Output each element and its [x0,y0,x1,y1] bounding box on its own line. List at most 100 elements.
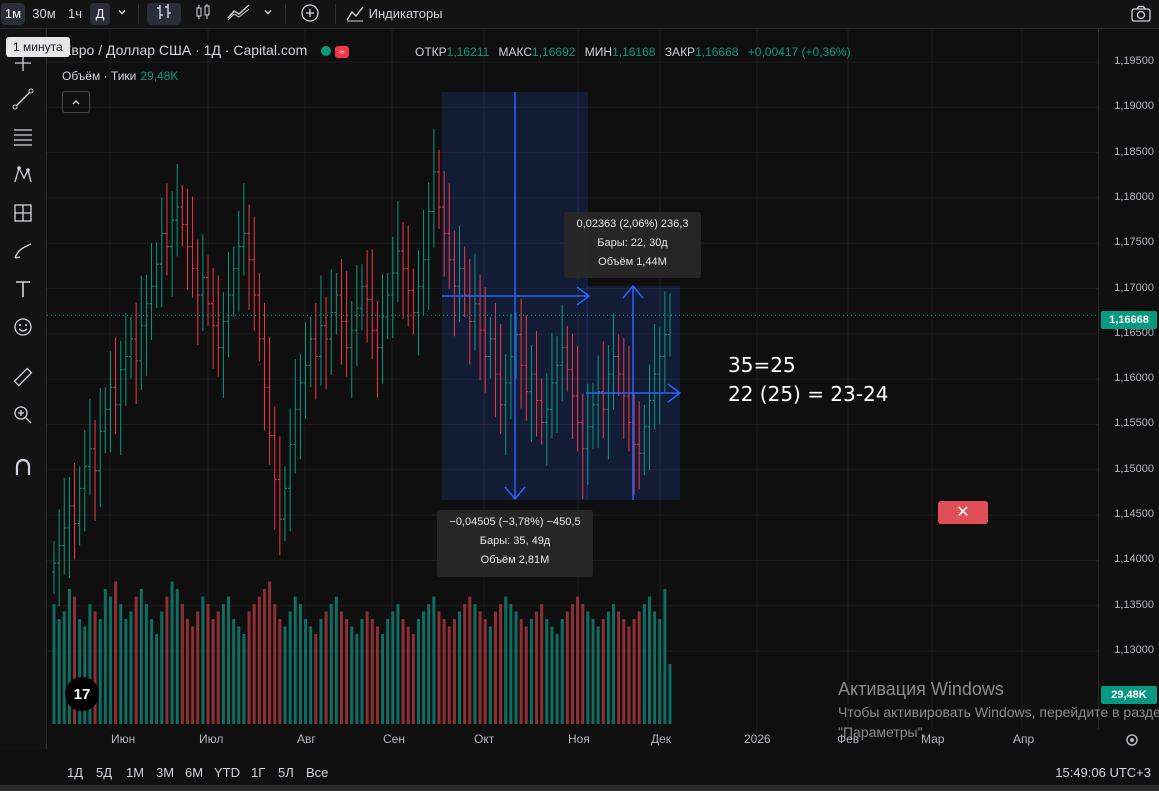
volume-bar [514,611,518,724]
range-6m[interactable]: 6М [185,765,204,780]
screenshot-button[interactable] [1130,4,1152,27]
volume-bar [468,596,472,724]
price-axis[interactable]: 1,19500 1,19000 1,18500 1,18000 1,17500 1,170… [1098,29,1159,729]
chart-settings-button[interactable] [1124,732,1140,751]
volume-bar [324,611,328,724]
candles-button[interactable] [191,3,215,25]
magnet-icon [15,458,31,475]
range-3m[interactable]: 3М [156,765,175,780]
chevron-down-icon [118,10,126,15]
area-chart-button[interactable] [225,3,253,25]
measure-up-bars: Бары: 22, 30д [597,237,668,249]
volume-bar [642,604,646,724]
volume-bar [375,626,379,724]
volume-bar [237,626,241,724]
volume-bar [124,619,128,724]
plus-circle-icon [301,4,319,22]
crosshair-tool[interactable] [9,49,37,77]
volume-bar [545,619,549,724]
range-1m[interactable]: 1М [126,765,145,780]
price-label: 1,14000 [1114,553,1154,566]
range-1y[interactable]: 1Г [251,765,266,780]
watermark-subtitle: Чтобы активировать Windows, перейдите в … [838,704,1159,720]
interval-dropdown-button[interactable] [113,3,131,25]
volume-bar [560,619,564,724]
compare-add-button[interactable] [296,3,324,25]
volume-bar [108,596,112,724]
close-value: 1,16668 [695,45,739,59]
interval-1h-button[interactable]: 1ч [67,6,82,21]
measure-down-volume: Объём 2,81M [480,554,550,566]
trend-line-icon [12,88,34,110]
indicators-icon [346,6,364,22]
volume-bar [596,626,600,724]
drawing-toolbar [0,29,47,749]
volume-bar [247,611,251,724]
time-label: Ноя [568,732,590,746]
change-value: +0,00417 (+0,36%) [747,45,851,59]
price-label: 1,16500 [1114,326,1154,339]
volume-bar [406,626,410,724]
volume-bar [396,604,400,724]
fib-tool[interactable] [9,123,37,151]
volume-bar [232,619,236,724]
close-button[interactable]: ✕ [938,501,988,524]
brush-tool[interactable] [9,237,37,265]
volume-bar [365,611,369,724]
indicators-button[interactable]: Индикаторы [345,3,461,25]
price-label: 1,17500 [1114,236,1154,249]
close-icon: ✕ [956,504,970,521]
volume-bar [658,619,662,724]
volume-bar [586,611,590,724]
volume-bar [134,596,138,724]
volume-bar [309,626,313,724]
bar-chart-type-button[interactable] [147,3,181,25]
zoom-tool[interactable] [9,401,37,429]
range-1d[interactable]: 1Д [67,765,84,780]
note-line-1[interactable]: 35=25 [728,353,796,377]
tradingview-logo[interactable]: 17 [65,677,99,711]
interval-1m-button[interactable]: 1м [1,3,25,25]
watermark-subtitle-2: "Параметры". [838,724,927,740]
emoji-tool[interactable] [9,313,37,341]
volume-bar [447,626,451,724]
volume-label[interactable]: Объём · Тики [62,69,137,83]
volume-bar [319,619,323,724]
chart-type-dropdown[interactable] [259,3,277,25]
volume-bar [524,626,528,724]
open-label: ОТКР [415,45,447,59]
pattern-tool[interactable] [9,161,37,189]
price-chart[interactable] [0,0,1098,729]
collapse-legend-button[interactable] [62,91,90,113]
forecast-tool[interactable] [9,199,37,227]
trend-line-tool[interactable] [9,85,37,113]
text-tool[interactable] [9,275,37,303]
time-label: Окт [474,732,495,746]
magnet-tool[interactable] [9,453,37,481]
note-line-2[interactable]: 22 (25) = 23-24 [728,382,889,406]
range-5d[interactable]: 5Д [96,765,113,780]
smiley-icon [14,318,32,336]
close-label: ЗАКР [664,45,696,59]
time-label: Мар [921,732,945,746]
volume-bar [52,604,56,724]
ruler-tool[interactable] [9,363,37,391]
range-all[interactable]: Все [306,765,329,780]
interval-30m-button[interactable]: 30м [32,6,56,21]
volume-bar [175,589,179,724]
volume-bar [350,626,354,724]
zoom-in-icon [14,406,32,424]
volume-bar [601,619,605,724]
volume-bar [473,604,477,724]
symbol-title[interactable]: Евро / Доллар США · 1Д · Capital.com [62,42,308,58]
market-status-icon [321,46,332,56]
volume-bar [206,604,210,724]
volume-bar [509,604,513,724]
range-5y[interactable]: 5Л [278,765,294,780]
volume-bar [227,596,231,724]
interval-day-button[interactable]: Д [90,3,110,25]
clock[interactable]: 15:49:06 UTC+3 [1055,765,1151,780]
text-icon [16,281,30,297]
range-ytd[interactable]: YTD [214,765,240,780]
time-axis[interactable]: Июн Июл Авг Сен Окт Ноя Дек 2026 Фев Мар… [47,729,1098,749]
